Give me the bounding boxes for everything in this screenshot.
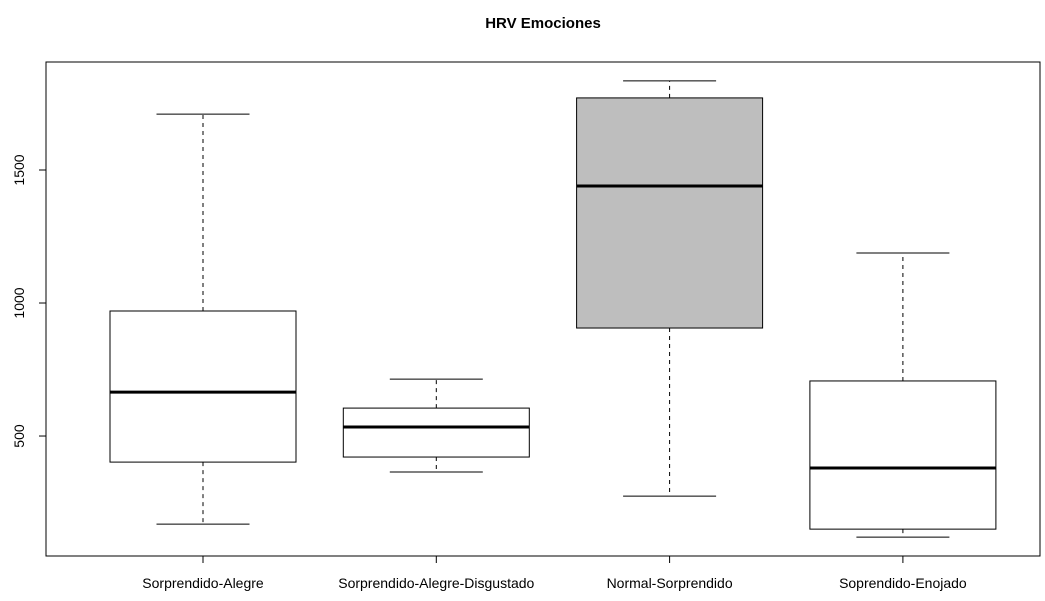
box — [809, 380, 997, 530]
box — [576, 97, 764, 329]
chart-title: HRV Emociones — [485, 15, 601, 32]
box — [342, 407, 530, 458]
y-tick-label: 1000 — [11, 287, 27, 318]
x-tick-label: Sorprendido-Alegre — [142, 575, 264, 591]
x-tick-label: Sorprendido-Alegre-Disgustado — [338, 575, 534, 591]
box — [109, 310, 297, 463]
x-tick-label: Soprendido-Enojado — [839, 575, 967, 591]
y-tick-label: 1500 — [11, 154, 27, 185]
x-tick-label: Normal-Sorprendido — [607, 575, 733, 591]
y-tick-label: 500 — [11, 424, 27, 448]
